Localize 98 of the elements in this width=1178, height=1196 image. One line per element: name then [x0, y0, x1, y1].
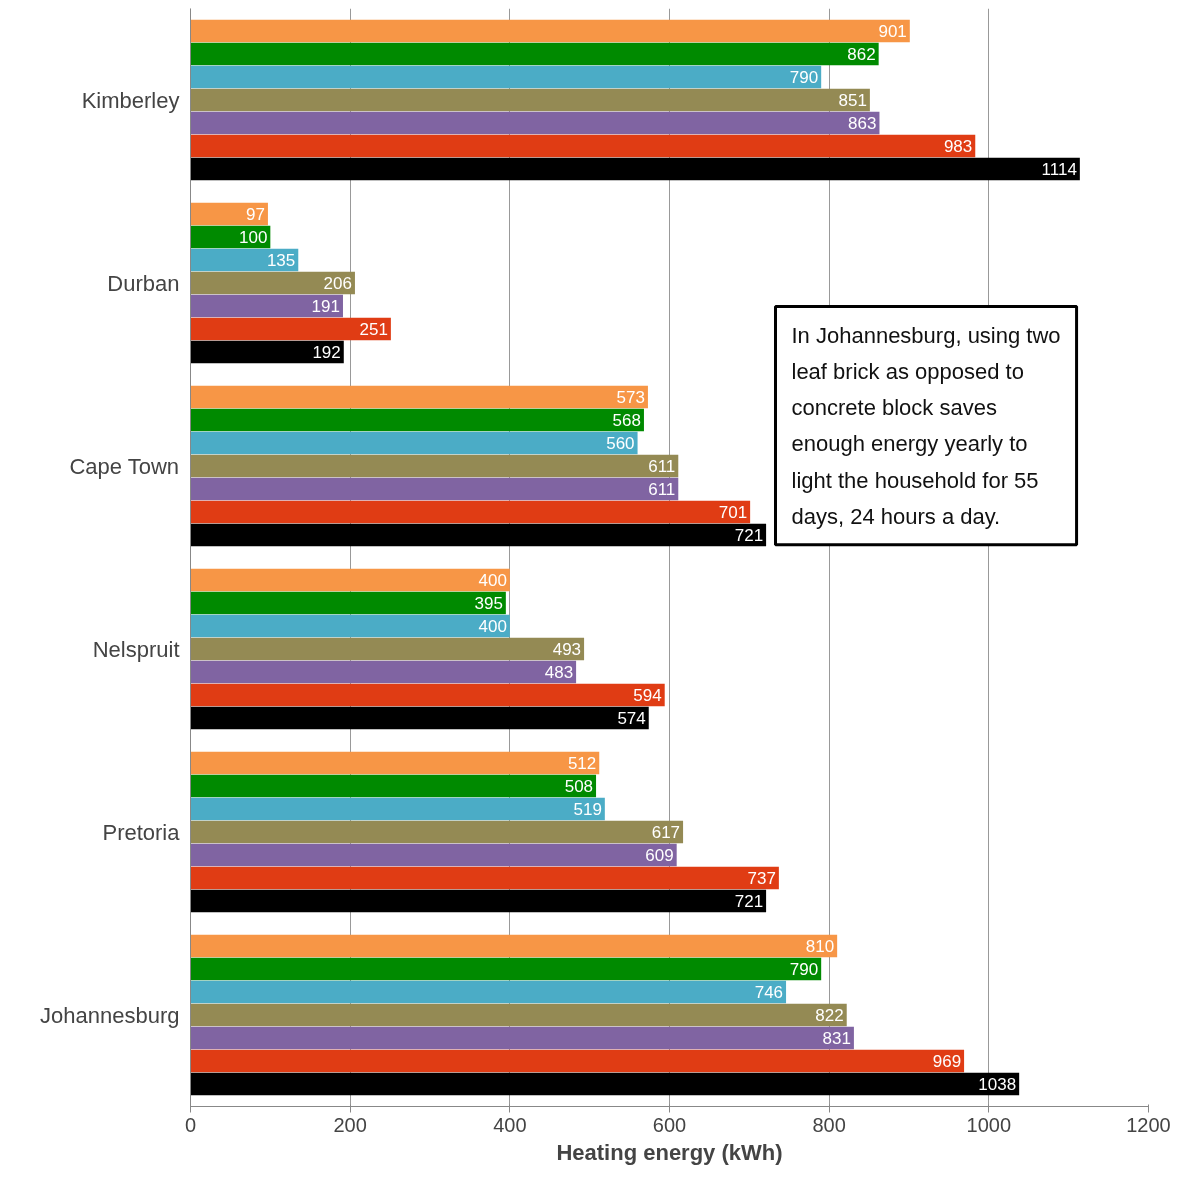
bar	[190, 683, 665, 707]
data-label: 574	[617, 709, 646, 729]
bar	[190, 934, 838, 958]
data-label: 831	[822, 1029, 851, 1049]
x-tick-label: 800	[812, 1113, 846, 1136]
data-label: 863	[848, 114, 877, 134]
data-label: 594	[633, 686, 662, 706]
data-label: 568	[612, 410, 641, 430]
data-label: 508	[564, 776, 594, 796]
bar	[190, 340, 344, 364]
bar	[190, 88, 870, 112]
bar	[190, 797, 605, 821]
bar	[190, 248, 299, 272]
bar	[190, 591, 506, 615]
bar	[190, 134, 976, 158]
data-label: 790	[789, 67, 819, 87]
data-label: 862	[847, 44, 876, 64]
data-label: 191	[311, 297, 340, 317]
bar	[190, 980, 787, 1004]
x-tick-label: 0	[184, 1113, 197, 1136]
x-tick-label: 200	[333, 1113, 367, 1136]
y-tick-label: Nelspruit	[92, 636, 180, 662]
bar	[190, 1072, 1020, 1096]
bar	[190, 637, 585, 661]
bar	[190, 431, 638, 455]
bar	[190, 111, 880, 135]
data-label: 851	[838, 91, 867, 110]
x-tick-label: 600	[652, 1113, 687, 1136]
data-label: 560	[606, 433, 635, 453]
bar	[190, 820, 684, 844]
y-tick-label: Johannesburg	[40, 1002, 180, 1028]
bar	[190, 523, 767, 547]
data-label: 737	[747, 869, 776, 889]
bar	[190, 157, 1080, 181]
bar	[190, 1026, 854, 1050]
bar	[190, 500, 751, 524]
bar	[190, 1003, 847, 1027]
bar	[190, 568, 510, 592]
bar	[190, 294, 343, 318]
bar	[190, 843, 677, 867]
y-tick-label: Pretoria	[102, 819, 181, 845]
data-label: 400	[478, 616, 507, 636]
data-label: 611	[648, 480, 676, 500]
x-axis-title: Heating energy (kWh)	[556, 1139, 783, 1165]
data-label: 400	[478, 570, 507, 590]
bar	[190, 706, 649, 730]
annotation: In Johannesburg, using two leaf brick as opposed to concrete block saves enough energy yearly to light the household for 55 days, 24 hours a day.	[791, 322, 1061, 529]
y-tick-label: Durban	[107, 270, 180, 296]
bar	[190, 317, 391, 341]
data-label: 1114	[1041, 160, 1077, 180]
data-label: 901	[878, 21, 907, 41]
bar	[190, 408, 644, 432]
data-label: 617	[651, 823, 681, 842]
x-tick-label: 1000	[966, 1113, 1012, 1136]
data-label: 983	[943, 137, 973, 157]
bar	[190, 19, 910, 43]
bar	[190, 385, 648, 409]
bar	[190, 889, 767, 913]
data-label: 969	[932, 1052, 962, 1072]
bar	[190, 866, 779, 890]
bar	[190, 1049, 965, 1073]
y-tick-label: Cape Town	[69, 453, 180, 479]
x-tick-label: 1200	[1126, 1113, 1171, 1136]
data-label: 483	[544, 663, 574, 683]
x-tick-label: 400	[493, 1113, 527, 1136]
data-label: 573	[616, 387, 645, 407]
data-label: 721	[734, 526, 764, 546]
data-label: 746	[754, 982, 784, 1002]
data-label: 251	[359, 320, 388, 340]
bar	[190, 957, 822, 981]
data-label: 100	[238, 227, 268, 247]
data-label: 192	[312, 343, 341, 363]
bar	[190, 454, 679, 478]
data-label: 135	[266, 250, 296, 270]
data-label: 611	[648, 457, 676, 476]
data-label: 493	[552, 640, 582, 659]
bar	[190, 65, 822, 89]
data-label: 810	[805, 936, 835, 956]
data-label: 512	[567, 753, 597, 773]
data-label: 822	[815, 1006, 844, 1025]
data-label: 790	[789, 959, 819, 979]
data-label: 609	[645, 846, 674, 866]
bar	[190, 751, 600, 775]
data-label: 395	[474, 593, 503, 613]
data-label: 206	[323, 274, 352, 293]
bar	[190, 271, 355, 295]
data-label: 519	[573, 799, 602, 819]
data-label: 701	[718, 503, 748, 523]
bar	[190, 202, 268, 226]
bar	[190, 660, 577, 684]
bar	[190, 614, 510, 638]
data-label: 1038	[978, 1075, 1017, 1095]
bar	[190, 42, 879, 66]
bar	[190, 477, 679, 501]
y-tick-label: Kimberley	[81, 87, 180, 113]
data-label: 97	[246, 204, 265, 224]
data-label: 721	[734, 892, 764, 912]
bar	[190, 774, 597, 798]
